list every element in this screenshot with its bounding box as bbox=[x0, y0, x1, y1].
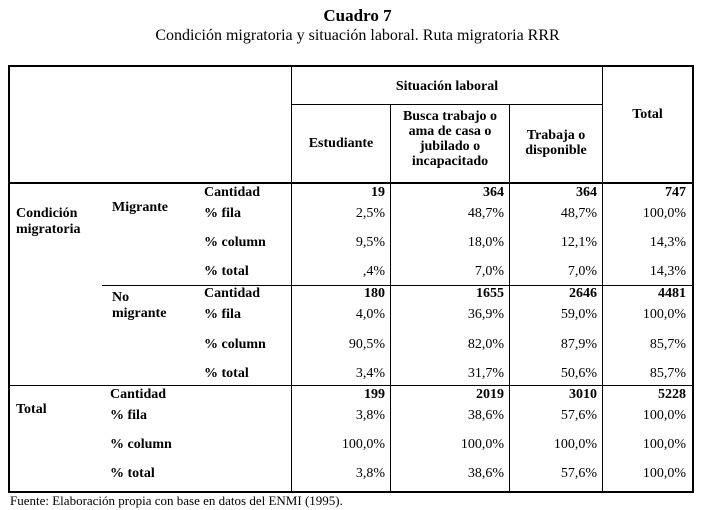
divider-total bbox=[602, 67, 603, 491]
row-label: % column bbox=[204, 235, 266, 250]
row-label: % fila bbox=[110, 408, 147, 423]
table-cell: 36,9% bbox=[467, 307, 504, 322]
table-source: Fuente: Elaboración propia con base en d… bbox=[10, 493, 343, 508]
table-cell: 57,6% bbox=[560, 408, 597, 423]
row-label: % column bbox=[204, 337, 266, 352]
table-cell: 19 bbox=[371, 185, 385, 200]
row-label: % fila bbox=[204, 206, 241, 221]
table-cell: 2,5% bbox=[355, 206, 385, 221]
header-busca-trabajo: Busca trabajo o ama de casa o jubilado o… bbox=[402, 109, 498, 169]
table-cell: 100,0% bbox=[341, 437, 385, 452]
table-cell: 7,0% bbox=[474, 264, 504, 279]
table-cell: 82,0% bbox=[467, 337, 504, 352]
table-cell: 5228 bbox=[658, 387, 686, 402]
table-cell: 747 bbox=[665, 185, 686, 200]
divider-group-underline bbox=[292, 104, 602, 105]
table-cell: 3010 bbox=[569, 387, 597, 402]
table-cell: 14,3% bbox=[649, 264, 686, 279]
table-cell: 364 bbox=[576, 185, 597, 200]
table-cell: 4,0% bbox=[355, 307, 385, 322]
table-cell: 87,9% bbox=[560, 337, 597, 352]
divider-row-a bbox=[102, 285, 692, 286]
header-situacion-laboral: Situación laboral bbox=[395, 79, 499, 94]
table-cell: 57,6% bbox=[560, 466, 597, 481]
divider-header bbox=[10, 182, 692, 184]
row-label: Cantidad bbox=[204, 286, 261, 301]
divider-col1 bbox=[390, 105, 391, 491]
header-estudiante: Estudiante bbox=[308, 136, 374, 151]
table-cell: 50,6% bbox=[560, 366, 597, 381]
table-cell: 2646 bbox=[569, 286, 597, 301]
header-trabaja: Trabaja o disponible bbox=[525, 128, 587, 158]
table-cell: 100,0% bbox=[642, 437, 686, 452]
table-cell: 3,8% bbox=[355, 408, 385, 423]
table-cell: 59,0% bbox=[560, 307, 597, 322]
divider-row-b bbox=[10, 385, 692, 386]
row-label: Cantidad bbox=[204, 185, 261, 200]
table-cell: 14,3% bbox=[649, 235, 686, 250]
table-cell: 199 bbox=[364, 387, 385, 402]
divider-col2 bbox=[509, 105, 510, 491]
table-cell: 7,0% bbox=[567, 264, 597, 279]
table-cell: 3,4% bbox=[355, 366, 385, 381]
table-cell: 4481 bbox=[658, 286, 686, 301]
stub-no-migrante: No migrante bbox=[112, 290, 167, 321]
crosstab-table: Situación laboral Estudiante Busca traba… bbox=[8, 65, 694, 493]
table-cell: 9,5% bbox=[355, 235, 385, 250]
table-cell: 100,0% bbox=[642, 206, 686, 221]
row-label: % total bbox=[110, 466, 155, 481]
table-cell: 100,0% bbox=[642, 408, 686, 423]
row-label: % column bbox=[110, 437, 172, 452]
table-cell: 3,8% bbox=[355, 466, 385, 481]
row-label: % total bbox=[204, 366, 249, 381]
row-label: % total bbox=[204, 264, 249, 279]
table-cell: 48,7% bbox=[560, 206, 597, 221]
table-cell: 100,0% bbox=[553, 437, 597, 452]
table-cell: 48,7% bbox=[467, 206, 504, 221]
table-cell: 364 bbox=[483, 185, 504, 200]
divider-stub bbox=[291, 67, 292, 491]
table-title: Cuadro 7 bbox=[323, 6, 392, 25]
table-cell: 38,6% bbox=[467, 466, 504, 481]
stub-migrante: Migrante bbox=[112, 200, 168, 215]
table-cell: 18,0% bbox=[467, 235, 504, 250]
table-cell: 180 bbox=[364, 286, 385, 301]
table-cell: 85,7% bbox=[649, 337, 686, 352]
row-label: % fila bbox=[204, 307, 241, 322]
stub-total: Total bbox=[16, 402, 47, 417]
table-cell: 1655 bbox=[476, 286, 504, 301]
table-cell: 38,6% bbox=[467, 408, 504, 423]
table-subtitle: Condición migratoria y situación laboral… bbox=[155, 27, 560, 44]
header-total: Total bbox=[632, 107, 663, 122]
stub-condicion-migratoria: Condición migratoria bbox=[16, 206, 81, 237]
table-cell: 12,1% bbox=[560, 235, 597, 250]
row-label: Cantidad bbox=[110, 387, 167, 402]
table-cell: 90,5% bbox=[348, 337, 385, 352]
table-cell: 100,0% bbox=[642, 307, 686, 322]
table-cell: 100,0% bbox=[460, 437, 504, 452]
table-cell: 100,0% bbox=[642, 466, 686, 481]
table-cell: 2019 bbox=[476, 387, 504, 402]
table-cell: 31,7% bbox=[467, 366, 504, 381]
table-cell: 85,7% bbox=[649, 366, 686, 381]
table-cell: ,4% bbox=[362, 264, 385, 279]
